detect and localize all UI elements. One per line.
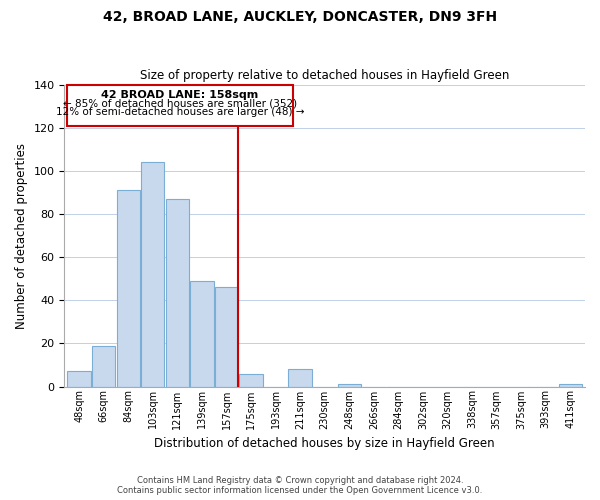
Text: ← 85% of detached houses are smaller (352): ← 85% of detached houses are smaller (35… (63, 98, 297, 108)
X-axis label: Distribution of detached houses by size in Hayfield Green: Distribution of detached houses by size … (154, 437, 495, 450)
Bar (215, 288, 238, 386)
Text: 42, BROAD LANE, AUCKLEY, DONCASTER, DN9 3FH: 42, BROAD LANE, AUCKLEY, DONCASTER, DN9 … (103, 10, 497, 24)
Bar (559, 384, 582, 386)
Bar (338, 384, 361, 386)
Bar (190, 281, 214, 386)
Title: Size of property relative to detached houses in Hayfield Green: Size of property relative to detached ho… (140, 69, 509, 82)
Bar (166, 199, 189, 386)
Bar (92, 346, 115, 387)
Y-axis label: Number of detached properties: Number of detached properties (15, 142, 28, 328)
Bar (141, 162, 164, 386)
Text: Contains HM Land Registry data © Crown copyright and database right 2024.
Contai: Contains HM Land Registry data © Crown c… (118, 476, 482, 495)
Text: 12% of semi-detached houses are larger (48) →: 12% of semi-detached houses are larger (… (56, 107, 304, 117)
Bar (67, 84, 293, 126)
Bar (289, 370, 312, 386)
Text: 42 BROAD LANE: 158sqm: 42 BROAD LANE: 158sqm (101, 90, 259, 100)
Bar (239, 374, 263, 386)
Bar (67, 372, 91, 386)
Bar (116, 190, 140, 386)
